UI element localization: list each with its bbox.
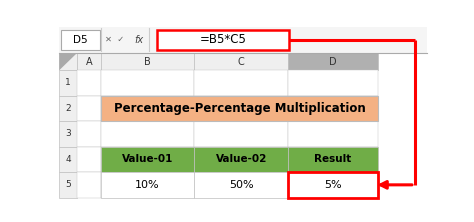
Bar <box>288 53 378 70</box>
Bar <box>77 96 101 121</box>
Bar <box>194 147 288 172</box>
Text: 2: 2 <box>65 104 71 113</box>
Bar <box>288 121 378 147</box>
Bar <box>77 172 101 198</box>
Text: Result: Result <box>314 154 352 164</box>
Text: 5: 5 <box>65 180 71 189</box>
Text: D5: D5 <box>73 35 88 45</box>
Bar <box>101 96 194 121</box>
Text: fx: fx <box>135 35 144 45</box>
Bar <box>194 96 288 121</box>
Bar <box>288 147 378 172</box>
Bar <box>194 53 288 70</box>
Text: D: D <box>329 57 337 67</box>
Text: 1: 1 <box>65 78 71 87</box>
Bar <box>77 70 101 96</box>
Text: =B5*C5: =B5*C5 <box>199 33 246 46</box>
Text: 3: 3 <box>65 129 71 138</box>
Bar <box>61 30 100 50</box>
Bar <box>101 172 194 198</box>
Text: B: B <box>144 57 151 67</box>
Bar <box>77 53 101 70</box>
Text: A: A <box>85 57 92 67</box>
Bar <box>59 147 77 172</box>
Text: Value-02: Value-02 <box>216 154 267 164</box>
Text: 4: 4 <box>65 155 71 164</box>
Bar <box>101 53 194 70</box>
Text: 10%: 10% <box>135 180 160 190</box>
Bar <box>288 70 378 96</box>
Bar <box>59 121 77 147</box>
Text: ✕  ✓: ✕ ✓ <box>105 35 124 44</box>
Bar <box>288 147 378 172</box>
Bar <box>59 172 77 198</box>
Bar <box>194 147 288 172</box>
Bar <box>101 96 378 121</box>
Bar <box>194 172 288 198</box>
Bar <box>194 121 288 147</box>
Bar <box>101 147 194 172</box>
Bar <box>59 70 77 96</box>
Text: C: C <box>238 57 245 67</box>
Text: Percentage-Percentage Multiplication: Percentage-Percentage Multiplication <box>114 102 365 115</box>
Bar <box>101 172 194 198</box>
Text: 5%: 5% <box>324 180 342 190</box>
Bar <box>288 172 378 198</box>
Bar <box>101 70 194 96</box>
Bar <box>101 121 194 147</box>
Bar <box>288 172 378 198</box>
Bar <box>156 30 289 50</box>
Bar <box>288 96 378 121</box>
Text: 50%: 50% <box>229 180 254 190</box>
Bar <box>77 147 101 172</box>
Bar <box>59 27 427 53</box>
Bar <box>59 53 77 70</box>
Bar <box>77 121 101 147</box>
Bar <box>101 147 194 172</box>
Bar <box>59 96 77 121</box>
Bar <box>194 70 288 96</box>
Text: Value-01: Value-01 <box>122 154 173 164</box>
Bar <box>194 172 288 198</box>
Polygon shape <box>59 53 77 70</box>
